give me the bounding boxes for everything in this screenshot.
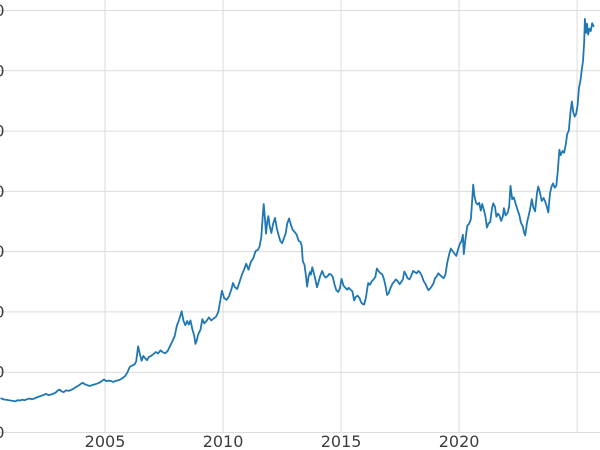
x-tick-label: 2015 (321, 432, 362, 450)
x-tick-label: 2005 (85, 432, 126, 450)
price-line (0, 17, 595, 403)
x-tick-label: 2020 (439, 432, 480, 450)
price-series (0, 17, 595, 403)
y-tick-label: 2500 (0, 122, 5, 141)
y-tick-label: 3000 (0, 61, 5, 80)
x-tick-label: 2010 (203, 432, 244, 450)
vertical-gridlines (104, 0, 578, 433)
y-tick-label: 1500 (0, 242, 5, 261)
y-tick-label: 500 (0, 363, 5, 382)
y-tick-label: 0 (0, 423, 5, 442)
y-tick-label: 1000 (0, 302, 5, 321)
y-axis-labels: 0 500 1000 1500 2000 2500 3000 3500 (0, 1, 5, 442)
y-tick-label: 3500 (0, 1, 5, 20)
x-axis-labels: 2005 2010 2015 2020 (85, 432, 480, 450)
horizontal-gridlines (0, 10, 600, 433)
y-tick-label: 2000 (0, 182, 5, 201)
